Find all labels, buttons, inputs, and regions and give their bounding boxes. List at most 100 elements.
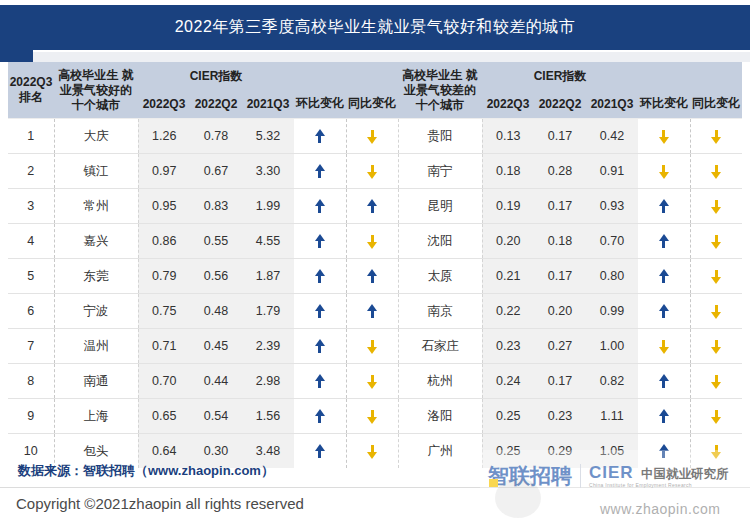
- down-arrow-icon: [659, 339, 669, 354]
- good-2022q3-cell: 0.70: [138, 364, 190, 399]
- bad-2022q2-cell: 0.20: [534, 294, 586, 329]
- bad-mom-change-cell: [638, 259, 690, 294]
- good-2022q2-cell: 0.78: [190, 119, 242, 154]
- good-mom-change-cell: [294, 189, 346, 224]
- good-yoy-change-cell: [346, 399, 398, 434]
- rank-cell: 9: [8, 399, 54, 434]
- bad-2021q3-cell: 0.70: [586, 224, 638, 259]
- up-arrow-icon: [659, 234, 669, 249]
- good-mom-change-cell: [294, 119, 346, 154]
- sub-header-2022q2-bad: 2022Q2: [534, 90, 586, 119]
- bad-city-cell: 洛阳: [398, 399, 482, 434]
- bad-yoy-change-cell: [690, 399, 742, 434]
- title-bar-notch: [0, 50, 33, 62]
- sub-header-2021q3-bad: 2021Q3: [586, 90, 638, 119]
- good-2022q2-cell: 0.67: [190, 154, 242, 189]
- good-2022q3-cell: 0.75: [138, 294, 190, 329]
- good-2021q3-cell: 1.87: [242, 259, 294, 294]
- bad-2022q3-cell: 0.21: [482, 259, 534, 294]
- bad-2021q3-cell: 1.11: [586, 399, 638, 434]
- good-2022q2-cell: 0.48: [190, 294, 242, 329]
- down-arrow-icon: [367, 129, 377, 144]
- table-row: 2镇江0.970.673.30南宁0.180.280.91: [8, 154, 742, 189]
- mom-change-header-bad: 环比变化: [638, 62, 690, 119]
- good-2022q2-cell: 0.55: [190, 224, 242, 259]
- bad-mom-change-cell: [638, 189, 690, 224]
- down-arrow-icon: [711, 409, 721, 424]
- up-arrow-icon: [315, 304, 325, 319]
- table-row: 7温州0.710.452.39石家庄0.230.271.00: [8, 329, 742, 364]
- bad-mom-change-cell: [638, 224, 690, 259]
- rank-cell: 1: [8, 119, 54, 154]
- good-yoy-change-cell: [346, 364, 398, 399]
- good-2022q2-cell: 0.54: [190, 399, 242, 434]
- bad-city-header: 高校毕业生 就业景气较差的 十个城市: [398, 62, 482, 119]
- table-row: 8南通0.700.442.98杭州0.240.170.82: [8, 364, 742, 399]
- down-arrow-icon: [367, 409, 377, 424]
- good-mom-change-cell: [294, 329, 346, 364]
- good-2022q3-cell: 0.97: [138, 154, 190, 189]
- up-arrow-icon: [659, 374, 669, 389]
- cier-index-header-bad: CIER指数: [482, 62, 638, 90]
- bad-yoy-change-cell: [690, 259, 742, 294]
- good-2022q3-cell: 0.86: [138, 224, 190, 259]
- copyright-text: Copyright ©2021zhaopin all rights reserv…: [16, 495, 304, 512]
- good-mom-change-cell: [294, 399, 346, 434]
- bad-yoy-change-cell: [690, 329, 742, 364]
- good-city-cell: 南通: [54, 364, 138, 399]
- good-yoy-change-cell: [346, 154, 398, 189]
- good-city-cell: 嘉兴: [54, 224, 138, 259]
- good-2022q2-cell: 0.45: [190, 329, 242, 364]
- bad-yoy-change-cell: [690, 119, 742, 154]
- good-yoy-change-cell: [346, 259, 398, 294]
- bad-city-cell: 广州: [398, 434, 482, 469]
- good-city-header: 高校毕业生 就业景气较好的 十个城市: [54, 62, 138, 119]
- rank-cell: 5: [8, 259, 54, 294]
- up-arrow-icon: [315, 269, 325, 284]
- down-arrow-icon: [711, 339, 721, 354]
- good-2022q2-cell: 0.44: [190, 364, 242, 399]
- good-mom-change-cell: [294, 294, 346, 329]
- bad-city-cell: 贵阳: [398, 119, 482, 154]
- good-2022q3-cell: 0.71: [138, 329, 190, 364]
- up-arrow-icon: [315, 374, 325, 389]
- good-2021q3-cell: 2.39: [242, 329, 294, 364]
- table-row: 9上海0.650.541.56洛阳0.250.231.11: [8, 399, 742, 434]
- bad-2022q2-cell: 0.18: [534, 224, 586, 259]
- yoy-change-header-good: 同比变化: [346, 62, 398, 119]
- down-arrow-icon: [659, 129, 669, 144]
- good-city-cell: 宁波: [54, 294, 138, 329]
- good-city-cell: 镇江: [54, 154, 138, 189]
- bad-2021q3-cell: 0.82: [586, 364, 638, 399]
- good-2021q3-cell: 4.55: [242, 224, 294, 259]
- good-yoy-change-cell: [346, 119, 398, 154]
- table-row: 4嘉兴0.860.554.55沈阳0.200.180.70: [8, 224, 742, 259]
- up-arrow-icon: [315, 409, 325, 424]
- down-arrow-icon: [711, 269, 721, 284]
- bad-2022q3-cell: 0.24: [482, 364, 534, 399]
- data-source-note: 数据来源：智联招聘（www.zhaopin.com）: [18, 462, 274, 480]
- good-2021q3-cell: 1.56: [242, 399, 294, 434]
- good-2021q3-cell: 3.30: [242, 154, 294, 189]
- down-arrow-icon: [367, 234, 377, 249]
- down-arrow-icon: [711, 129, 721, 144]
- good-yoy-change-cell: [346, 189, 398, 224]
- bad-city-cell: 太原: [398, 259, 482, 294]
- rank-cell: 2: [8, 154, 54, 189]
- good-city-cell: 常州: [54, 189, 138, 224]
- down-arrow-icon: [711, 304, 721, 319]
- down-arrow-icon: [711, 374, 721, 389]
- good-2021q3-cell: 5.32: [242, 119, 294, 154]
- bad-2021q3-cell: 0.42: [586, 119, 638, 154]
- bad-2022q3-cell: 0.18: [482, 154, 534, 189]
- bad-yoy-change-cell: [690, 294, 742, 329]
- up-arrow-icon: [659, 409, 669, 424]
- good-2021q3-cell: 1.79: [242, 294, 294, 329]
- bad-mom-change-cell: [638, 364, 690, 399]
- bad-city-cell: 石家庄: [398, 329, 482, 364]
- up-arrow-icon: [315, 444, 325, 459]
- bad-2022q3-cell: 0.13: [482, 119, 534, 154]
- down-arrow-icon: [659, 164, 669, 179]
- bad-yoy-change-cell: [690, 364, 742, 399]
- up-arrow-icon: [659, 304, 669, 319]
